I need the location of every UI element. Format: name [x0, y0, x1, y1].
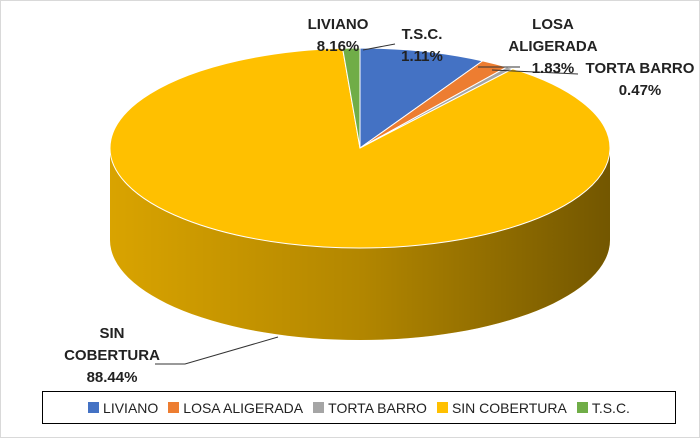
legend-item: LIVIANO: [88, 400, 158, 416]
legend-swatch: [88, 402, 100, 413]
legend-item: LOSA ALIGERADA: [168, 400, 303, 416]
legend-item: SIN COBERTURA: [436, 399, 567, 416]
legend-swatch: [313, 402, 325, 413]
data-label: LIVIANO 8.16%: [293, 14, 383, 58]
legend: LIVIANO LOSA ALIGERADA TORTA BARRO SIN COBE…: [42, 391, 676, 424]
leader-line: [362, 43, 396, 51]
data-label-name: LIVIANO: [307, 16, 369, 33]
legend-item: T.S.C.: [576, 399, 630, 416]
data-label: T.S.C. 1.11%: [387, 24, 457, 68]
leader-line: [491, 69, 579, 75]
legend-item: TORTA BARRO: [313, 400, 427, 416]
data-label: LOSA ALIGERADA 1.83%: [503, 14, 603, 80]
data-label-value: 0.47%: [618, 82, 662, 99]
legend-label: LOSA ALIGERADA: [183, 399, 304, 416]
data-label-name: LOSA ALIGERADA: [508, 16, 598, 55]
legend-label: T.S.C.: [591, 399, 630, 416]
data-label-name: TORTA BARRO: [585, 60, 695, 77]
data-label-name: T.S.C.: [401, 26, 443, 43]
slice: [109, 47, 611, 249]
leader-line: [155, 336, 279, 365]
legend-swatch: [576, 402, 588, 413]
legend-label: SIN COBERTURA: [451, 399, 567, 416]
data-label-value: 1.83%: [531, 60, 575, 77]
data-label: SIN COBERTURA 88.44%: [57, 323, 167, 389]
data-label-value: 8.16%: [316, 38, 360, 55]
legend-swatch: [436, 402, 448, 413]
slice-side: [110, 148, 610, 340]
slice: [341, 47, 361, 149]
slice-side-shade: [110, 148, 610, 340]
data-label: TORTA BARRO 0.47%: [575, 58, 700, 102]
data-label-value: 1.11%: [401, 48, 443, 65]
legend-label: TORTA BARRO: [328, 399, 427, 416]
legend-swatch: [168, 402, 180, 413]
data-label-name: SIN COBERTURA: [64, 325, 160, 364]
legend-label: LIVIANO: [103, 399, 159, 416]
data-label-value: 88.44%: [86, 369, 138, 386]
slice: [359, 47, 484, 149]
